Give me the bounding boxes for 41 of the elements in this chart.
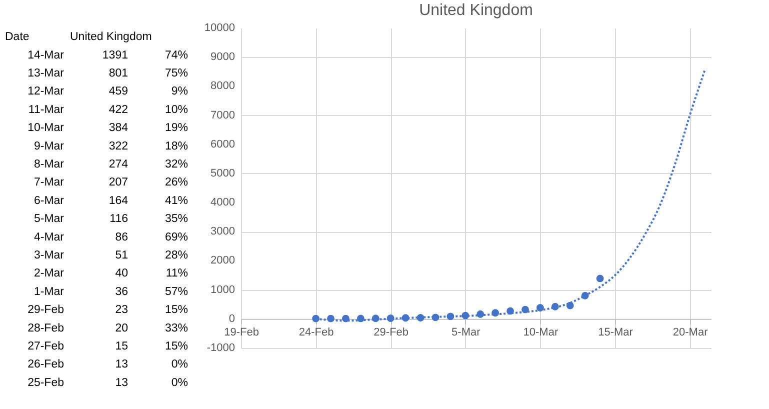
y-tick-label: 3000 — [210, 226, 235, 238]
x-tick-label: 19-Feb — [224, 326, 259, 338]
text: 4-Mar 86 69% — [34, 231, 188, 244]
text: 2-Mar 40 11% — [34, 268, 188, 280]
text: 25-Feb 13 0% — [28, 376, 188, 389]
text: 27-Feb 15 15% — [28, 340, 188, 352]
point — [596, 274, 604, 282]
chart-title: United Kingdom — [419, 2, 533, 19]
y-tick-label: 5000 — [210, 167, 235, 180]
text: Date United Kingdom — [5, 31, 152, 44]
text: 5-Mar 116 35% — [34, 213, 188, 226]
y-tick-label: 6000 — [210, 138, 235, 150]
text: 7-Mar 207 26% — [34, 176, 188, 189]
y-tick-label: 8000 — [210, 80, 235, 92]
text: 11-Mar 422 10% — [28, 104, 188, 116]
text: 8-Mar 274 32% — [34, 158, 188, 170]
x-tick-label: 15-Mar — [598, 326, 634, 338]
text: 26-Feb 13 0% — [28, 358, 188, 371]
text: 3-Mar 51 28% — [34, 250, 188, 262]
text: 13-Mar 801 75% — [28, 68, 188, 80]
text: 14-Mar 1391 74% — [28, 49, 188, 62]
y-tick-label: 10000 — [204, 22, 235, 34]
x-tick-label: 29-Feb — [374, 326, 409, 338]
x-tick-label: 24-Feb — [298, 326, 334, 338]
text: 28-Feb 20 33% — [28, 322, 188, 334]
y-tick-label: 0 — [228, 312, 235, 325]
x-tick-label: 20-Mar — [672, 326, 708, 338]
text: 12-Mar 459 9% — [28, 86, 188, 98]
text: 6-Mar 164 41% — [34, 194, 188, 207]
x-tick-label: 10-Mar — [523, 326, 558, 338]
y-tick-label: 1000 — [210, 284, 235, 296]
y-tick-label: 4000 — [210, 196, 235, 209]
text: 10-Mar 384 19% — [28, 122, 188, 134]
text: 1-Mar 36 57% — [34, 286, 188, 298]
text: 9-Mar 322 18% — [34, 140, 188, 152]
text: 29-Feb 23 15% — [28, 304, 188, 316]
x-tick-label: 5-Mar — [452, 326, 481, 338]
y-tick-label: 7000 — [210, 109, 235, 122]
y-tick-label: 9000 — [210, 51, 235, 64]
y-tick-label: -1000 — [206, 342, 235, 354]
y-tick-label: 2000 — [210, 254, 235, 267]
